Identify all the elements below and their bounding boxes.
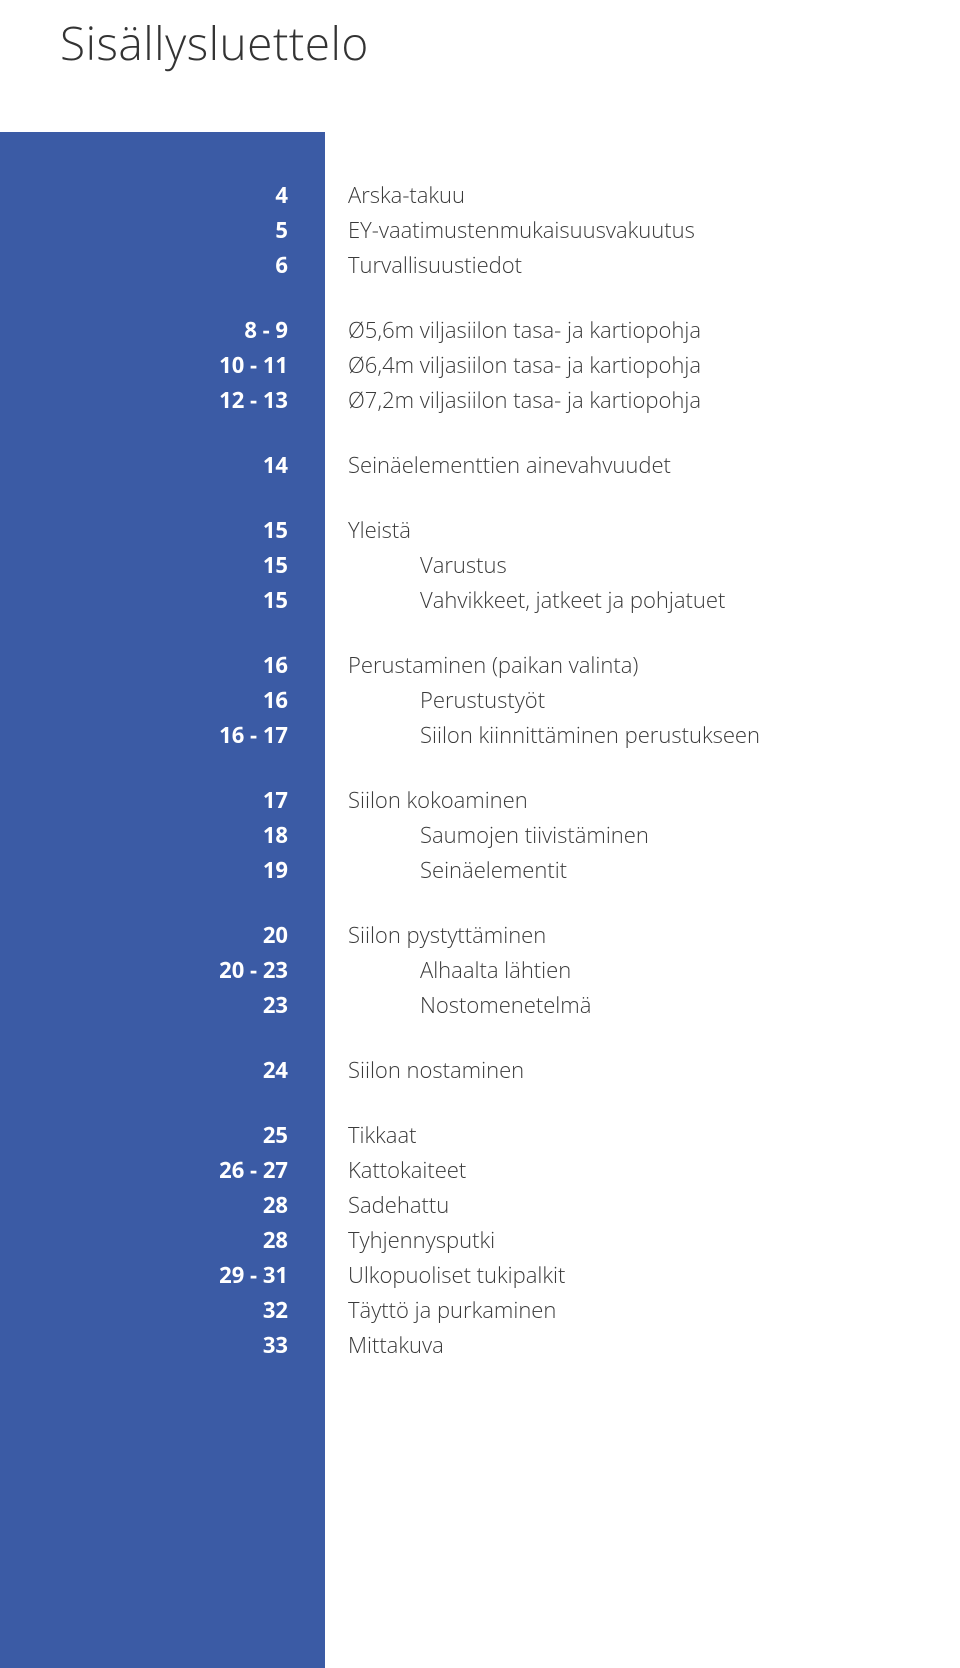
toc-page-number: 17 xyxy=(0,783,310,817)
toc-page-number: 16 xyxy=(0,683,310,717)
toc-label: Perustustyöt xyxy=(310,683,545,717)
toc-page-number: 20 xyxy=(0,918,310,952)
toc-label: Seinäelementtien ainevahvuudet xyxy=(310,448,671,482)
toc-label: Siilon kokoaminen xyxy=(310,783,528,817)
toc-label: Arska-takuu xyxy=(310,178,465,212)
toc-page-number: 14 xyxy=(0,448,310,482)
toc-row: 12 - 13Ø7,2m viljasiilon tasa- ja kartio… xyxy=(0,383,960,417)
toc-row: 28Tyhjennysputki xyxy=(0,1223,960,1257)
toc-label: Ø6,4m viljasiilon tasa- ja kartiopohja xyxy=(310,348,701,382)
toc-page-number: 28 xyxy=(0,1188,310,1222)
toc-label: Perustaminen (paikan valinta) xyxy=(310,648,638,682)
toc-row: 17Siilon kokoaminen xyxy=(0,783,960,817)
toc-row: 15Yleistä xyxy=(0,513,960,547)
toc-page-number: 23 xyxy=(0,988,310,1022)
toc-row: 15Vahvikkeet, jatkeet ja pohjatuet xyxy=(0,583,960,617)
toc-label: Yleistä xyxy=(310,513,411,547)
toc-page-number: 18 xyxy=(0,818,310,852)
group-gap xyxy=(0,753,960,783)
page-title: Sisällysluettelo xyxy=(60,12,369,74)
toc-page-number: 29 - 31 xyxy=(0,1258,310,1292)
toc-page-number: 12 - 13 xyxy=(0,383,310,417)
toc-page-number: 16 xyxy=(0,648,310,682)
toc-row: 32Täyttö ja purkaminen xyxy=(0,1293,960,1327)
toc-page-number: 24 xyxy=(0,1053,310,1087)
toc-page-number: 15 xyxy=(0,548,310,582)
toc-label: Kattokaiteet xyxy=(310,1153,466,1187)
toc-label: EY-vaatimustenmukaisuusvakuutus xyxy=(310,213,695,247)
toc-label: Tikkaat xyxy=(310,1118,416,1152)
group-gap xyxy=(0,1088,960,1118)
toc-row: 15Varustus xyxy=(0,548,960,582)
toc-row: 6Turvallisuustiedot xyxy=(0,248,960,282)
toc-page-number: 25 xyxy=(0,1118,310,1152)
toc-row: 25Tikkaat xyxy=(0,1118,960,1152)
toc-row: 26 - 27Kattokaiteet xyxy=(0,1153,960,1187)
toc-page-number: 20 - 23 xyxy=(0,953,310,987)
toc-page-number: 33 xyxy=(0,1328,310,1362)
toc-label: Siilon pystyttäminen xyxy=(310,918,546,952)
toc-label: Mittakuva xyxy=(310,1328,444,1362)
toc-page-number: 15 xyxy=(0,513,310,547)
group-gap xyxy=(0,1023,960,1053)
toc-row: 5EY-vaatimustenmukaisuusvakuutus xyxy=(0,213,960,247)
toc-row: 16Perustustyöt xyxy=(0,683,960,717)
toc-page-number: 16 - 17 xyxy=(0,718,310,752)
page: Sisällysluettelo 4Arska-takuu5EY-vaatimu… xyxy=(0,0,960,1668)
toc-label: Ulkopuoliset tukipalkit xyxy=(310,1258,565,1292)
toc-row: 29 - 31Ulkopuoliset tukipalkit xyxy=(0,1258,960,1292)
toc-label: Turvallisuustiedot xyxy=(310,248,522,282)
group-gap xyxy=(0,888,960,918)
toc-row: 4Arska-takuu xyxy=(0,178,960,212)
toc-row: 16 - 17Siilon kiinnittäminen perustuksee… xyxy=(0,718,960,752)
toc-row: 19Seinäelementit xyxy=(0,853,960,887)
toc-row: 18Saumojen tiivistäminen xyxy=(0,818,960,852)
group-gap xyxy=(0,618,960,648)
toc-page-number: 10 - 11 xyxy=(0,348,310,382)
toc-label: Vahvikkeet, jatkeet ja pohjatuet xyxy=(310,583,725,617)
toc-page-number: 15 xyxy=(0,583,310,617)
toc-label: Varustus xyxy=(310,548,507,582)
toc-row: 33Mittakuva xyxy=(0,1328,960,1362)
toc-row: 10 - 11Ø6,4m viljasiilon tasa- ja kartio… xyxy=(0,348,960,382)
toc-page-number: 19 xyxy=(0,853,310,887)
group-gap xyxy=(0,483,960,513)
toc-page-number: 8 - 9 xyxy=(0,313,310,347)
toc-label: Nostomenetelmä xyxy=(310,988,591,1022)
toc-label: Seinäelementit xyxy=(310,853,567,887)
group-gap xyxy=(0,418,960,448)
toc-label: Tyhjennysputki xyxy=(310,1223,495,1257)
toc-page-number: 5 xyxy=(0,213,310,247)
toc-label: Alhaalta lähtien xyxy=(310,953,571,987)
toc-label: Siilon kiinnittäminen perustukseen xyxy=(310,718,760,752)
toc-page-number: 32 xyxy=(0,1293,310,1327)
toc-row: 14Seinäelementtien ainevahvuudet xyxy=(0,448,960,482)
toc-page-number: 6 xyxy=(0,248,310,282)
toc-row: 8 - 9Ø5,6m viljasiilon tasa- ja kartiopo… xyxy=(0,313,960,347)
toc-content: 4Arska-takuu5EY-vaatimustenmukaisuusvaku… xyxy=(0,178,960,1363)
group-gap xyxy=(0,283,960,313)
toc-row: 23Nostomenetelmä xyxy=(0,988,960,1022)
toc-label: Sadehattu xyxy=(310,1188,449,1222)
toc-label: Ø5,6m viljasiilon tasa- ja kartiopohja xyxy=(310,313,701,347)
toc-page-number: 4 xyxy=(0,178,310,212)
toc-row: 28Sadehattu xyxy=(0,1188,960,1222)
toc-row: 24Siilon nostaminen xyxy=(0,1053,960,1087)
toc-label: Ø7,2m viljasiilon tasa- ja kartiopohja xyxy=(310,383,701,417)
toc-row: 16Perustaminen (paikan valinta) xyxy=(0,648,960,682)
toc-label: Saumojen tiivistäminen xyxy=(310,818,649,852)
toc-label: Siilon nostaminen xyxy=(310,1053,524,1087)
toc-label: Täyttö ja purkaminen xyxy=(310,1293,556,1327)
toc-page-number: 28 xyxy=(0,1223,310,1257)
toc-page-number: 26 - 27 xyxy=(0,1153,310,1187)
toc-row: 20Siilon pystyttäminen xyxy=(0,918,960,952)
toc-row: 20 - 23Alhaalta lähtien xyxy=(0,953,960,987)
